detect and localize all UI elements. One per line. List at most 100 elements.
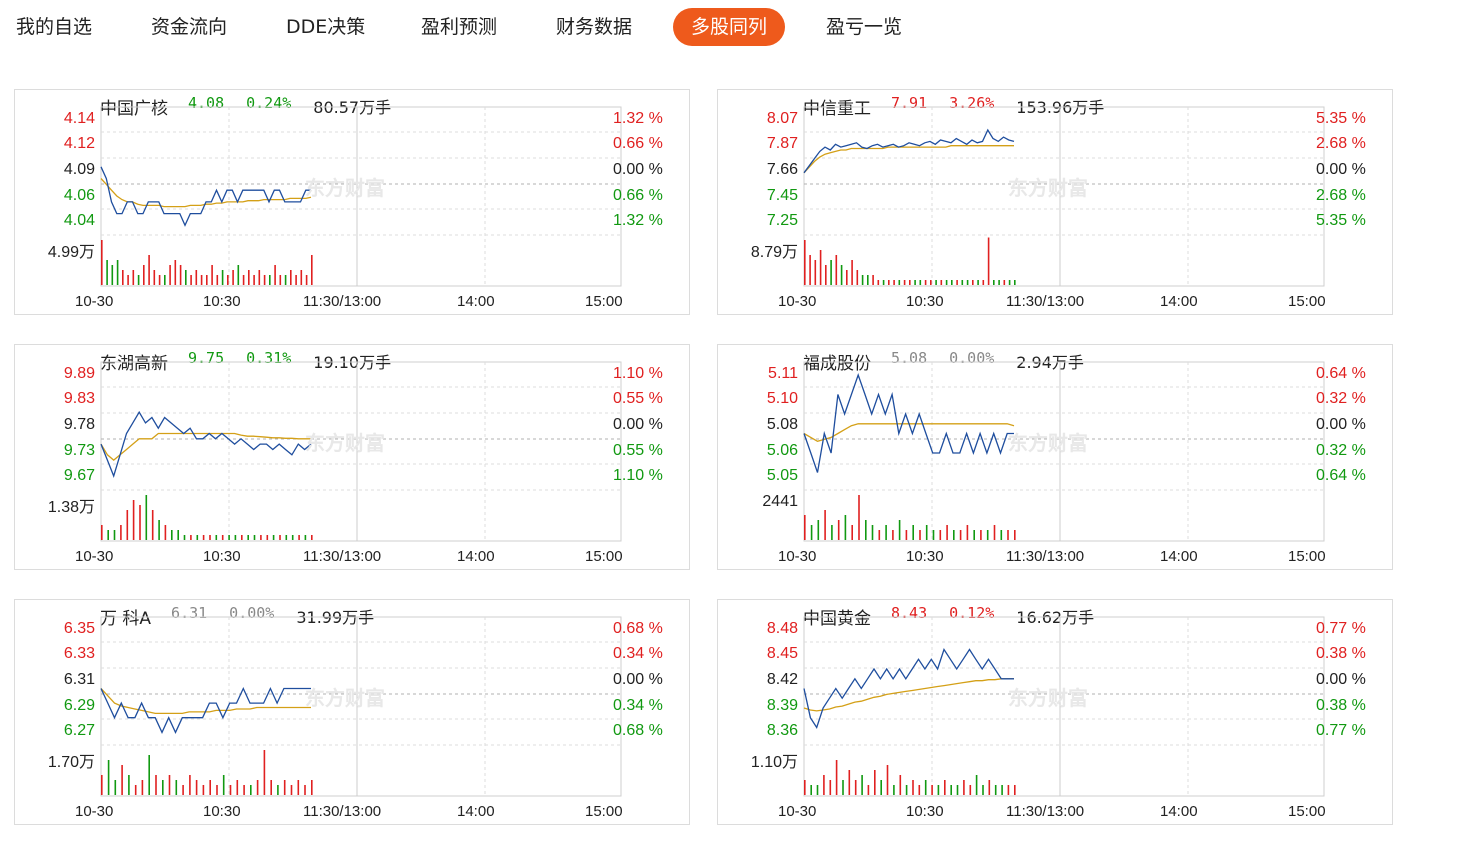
tab-dde-decision[interactable]: DDE决策: [286, 16, 366, 38]
time-axis-label: 10-30: [778, 548, 817, 565]
volume-bar: [877, 280, 880, 285]
volume-bar: [982, 785, 984, 795]
volume-bar: [221, 535, 224, 540]
volume-bar: [127, 275, 129, 285]
tab-financial-data[interactable]: 财务数据: [556, 16, 633, 38]
watermark: 东方财富: [305, 431, 385, 455]
volume-bar: [972, 280, 974, 285]
volume-bar: [951, 280, 953, 285]
volume-bar: [253, 275, 255, 285]
volume-bar: [107, 530, 109, 540]
stock-chart-card[interactable]: 东湖高新 9.75 0.31% 19.10万手 东方财富 9.89 1.10 % 9.83 0.…: [14, 344, 690, 570]
pct-axis-label: 0.00 %: [613, 161, 663, 178]
pct-axis-label: 0.66 %: [613, 187, 663, 204]
volume-bar: [1008, 280, 1011, 285]
volume-bar: [977, 280, 979, 285]
tab-profit-forecast[interactable]: 盈利预测: [421, 16, 498, 38]
volume-bar: [804, 515, 806, 540]
price-axis-label: 6.35: [63, 620, 95, 637]
pct-axis-label: 0.00 %: [1316, 161, 1366, 178]
pct-axis-label: 0.00 %: [1316, 671, 1366, 688]
volume-bar: [918, 785, 921, 795]
volume-bar: [189, 775, 191, 795]
volume-bar: [174, 260, 177, 285]
watermark: 东方财富: [305, 686, 385, 710]
volume-bar: [237, 265, 240, 285]
volume-bar: [814, 260, 817, 285]
volume-bar: [824, 510, 826, 540]
time-axis-label: 14:00: [1160, 548, 1198, 565]
volume-bar: [253, 535, 256, 540]
volume-bar: [270, 780, 272, 795]
volume-bar: [856, 270, 859, 285]
pct-axis-label: 0.64 %: [1316, 365, 1366, 382]
volume-bar: [892, 530, 894, 540]
time-axis-label: 11:30/13:00: [303, 293, 382, 310]
volume-bar: [946, 525, 948, 540]
price-axis-label: 7.25: [766, 212, 798, 229]
volume-bar: [247, 535, 249, 540]
volume-bar: [177, 530, 179, 540]
time-axis-label: 14:00: [457, 803, 495, 820]
stock-chart-card[interactable]: 中信重工 7.91 3.26% 153.96万手 东方财富 8.07 5.35 % 7.87 2…: [717, 89, 1393, 315]
volume-bar: [810, 785, 812, 795]
price-axis-label: 7.66: [766, 161, 798, 178]
volume-bar: [300, 270, 303, 285]
volume-bar: [202, 535, 205, 540]
volume-bar: [816, 785, 819, 795]
price-axis-label: 5.11: [768, 365, 798, 382]
volume-bar: [202, 785, 205, 795]
intraday-chart: [803, 616, 1325, 797]
time-axis-label: 10:30: [906, 548, 944, 565]
volume-bar: [956, 785, 959, 795]
stock-chart-card[interactable]: 万 科A 6.31 0.00% 31.99万手 东方财富 6.35 0.68 % 6.33 0.…: [14, 599, 690, 825]
plot-frame: [803, 106, 1325, 287]
volume-bar: [935, 280, 937, 285]
volume-bar: [114, 780, 117, 795]
time-axis-label: 10-30: [75, 803, 114, 820]
intraday-chart: [803, 106, 1325, 287]
volume-bar: [1001, 785, 1003, 795]
plot-frame: [100, 616, 622, 797]
volume-max-label: 4.99万: [47, 244, 95, 261]
intraday-chart: [100, 106, 622, 287]
volume-bar: [143, 265, 145, 285]
price-axis-label: 4.06: [63, 187, 95, 204]
pct-axis-label: 0.38 %: [1316, 645, 1366, 662]
stock-chart-card[interactable]: 中国黄金 8.43 0.12% 16.62万手 东方财富 8.48 0.77 % 8.45 0.…: [717, 599, 1393, 825]
pct-axis-label: 0.68 %: [613, 620, 663, 637]
pct-axis-label: 1.10 %: [613, 467, 663, 484]
volume-bar: [963, 780, 965, 795]
volume-bar: [919, 280, 922, 285]
tab-my-watchlist[interactable]: 我的自选: [16, 16, 93, 38]
stock-chart-card[interactable]: 中国广核 4.08 0.24% 80.57万手 东方财富 4.14 1.32 % 4.12 0.…: [14, 89, 690, 315]
time-axis-label: 15:00: [1288, 548, 1326, 565]
tab-fund-flow[interactable]: 资金流向: [151, 16, 228, 38]
volume-bar: [164, 525, 167, 540]
volume-bar: [263, 750, 266, 795]
stock-chart-card[interactable]: 福成股份 5.08 0.00% 2.94万手 东方财富 5.11 0.64 % 5.10 0.3…: [717, 344, 1393, 570]
tab-profit-loss[interactable]: 盈亏一览: [826, 16, 903, 38]
price-axis-label: 5.05: [766, 467, 798, 484]
volume-max-label: 1.38万: [47, 499, 95, 516]
time-axis-label: 10-30: [778, 293, 817, 310]
price-axis-label: 9.83: [63, 390, 95, 407]
volume-bar: [171, 530, 173, 540]
volume-bar: [298, 535, 300, 540]
volume-bar: [311, 255, 313, 285]
price-axis-label: 5.08: [766, 416, 798, 433]
volume-bar: [148, 255, 150, 285]
volume-bar: [867, 785, 870, 795]
volume-bar: [215, 535, 218, 540]
volume-bar: [817, 520, 820, 540]
stock-name: 东湖高新: [100, 354, 168, 374]
volume-bar: [120, 525, 122, 540]
volume-bar: [232, 270, 234, 285]
tab-multi-stock[interactable]: 多股同列: [673, 8, 786, 46]
volume-bar: [209, 780, 211, 795]
stock-name: 中国黄金: [803, 609, 871, 629]
price-axis-label: 9.73: [63, 442, 95, 459]
volume-bar: [236, 780, 239, 795]
price-line: [803, 648, 1014, 730]
time-axis-label: 10:30: [906, 803, 944, 820]
